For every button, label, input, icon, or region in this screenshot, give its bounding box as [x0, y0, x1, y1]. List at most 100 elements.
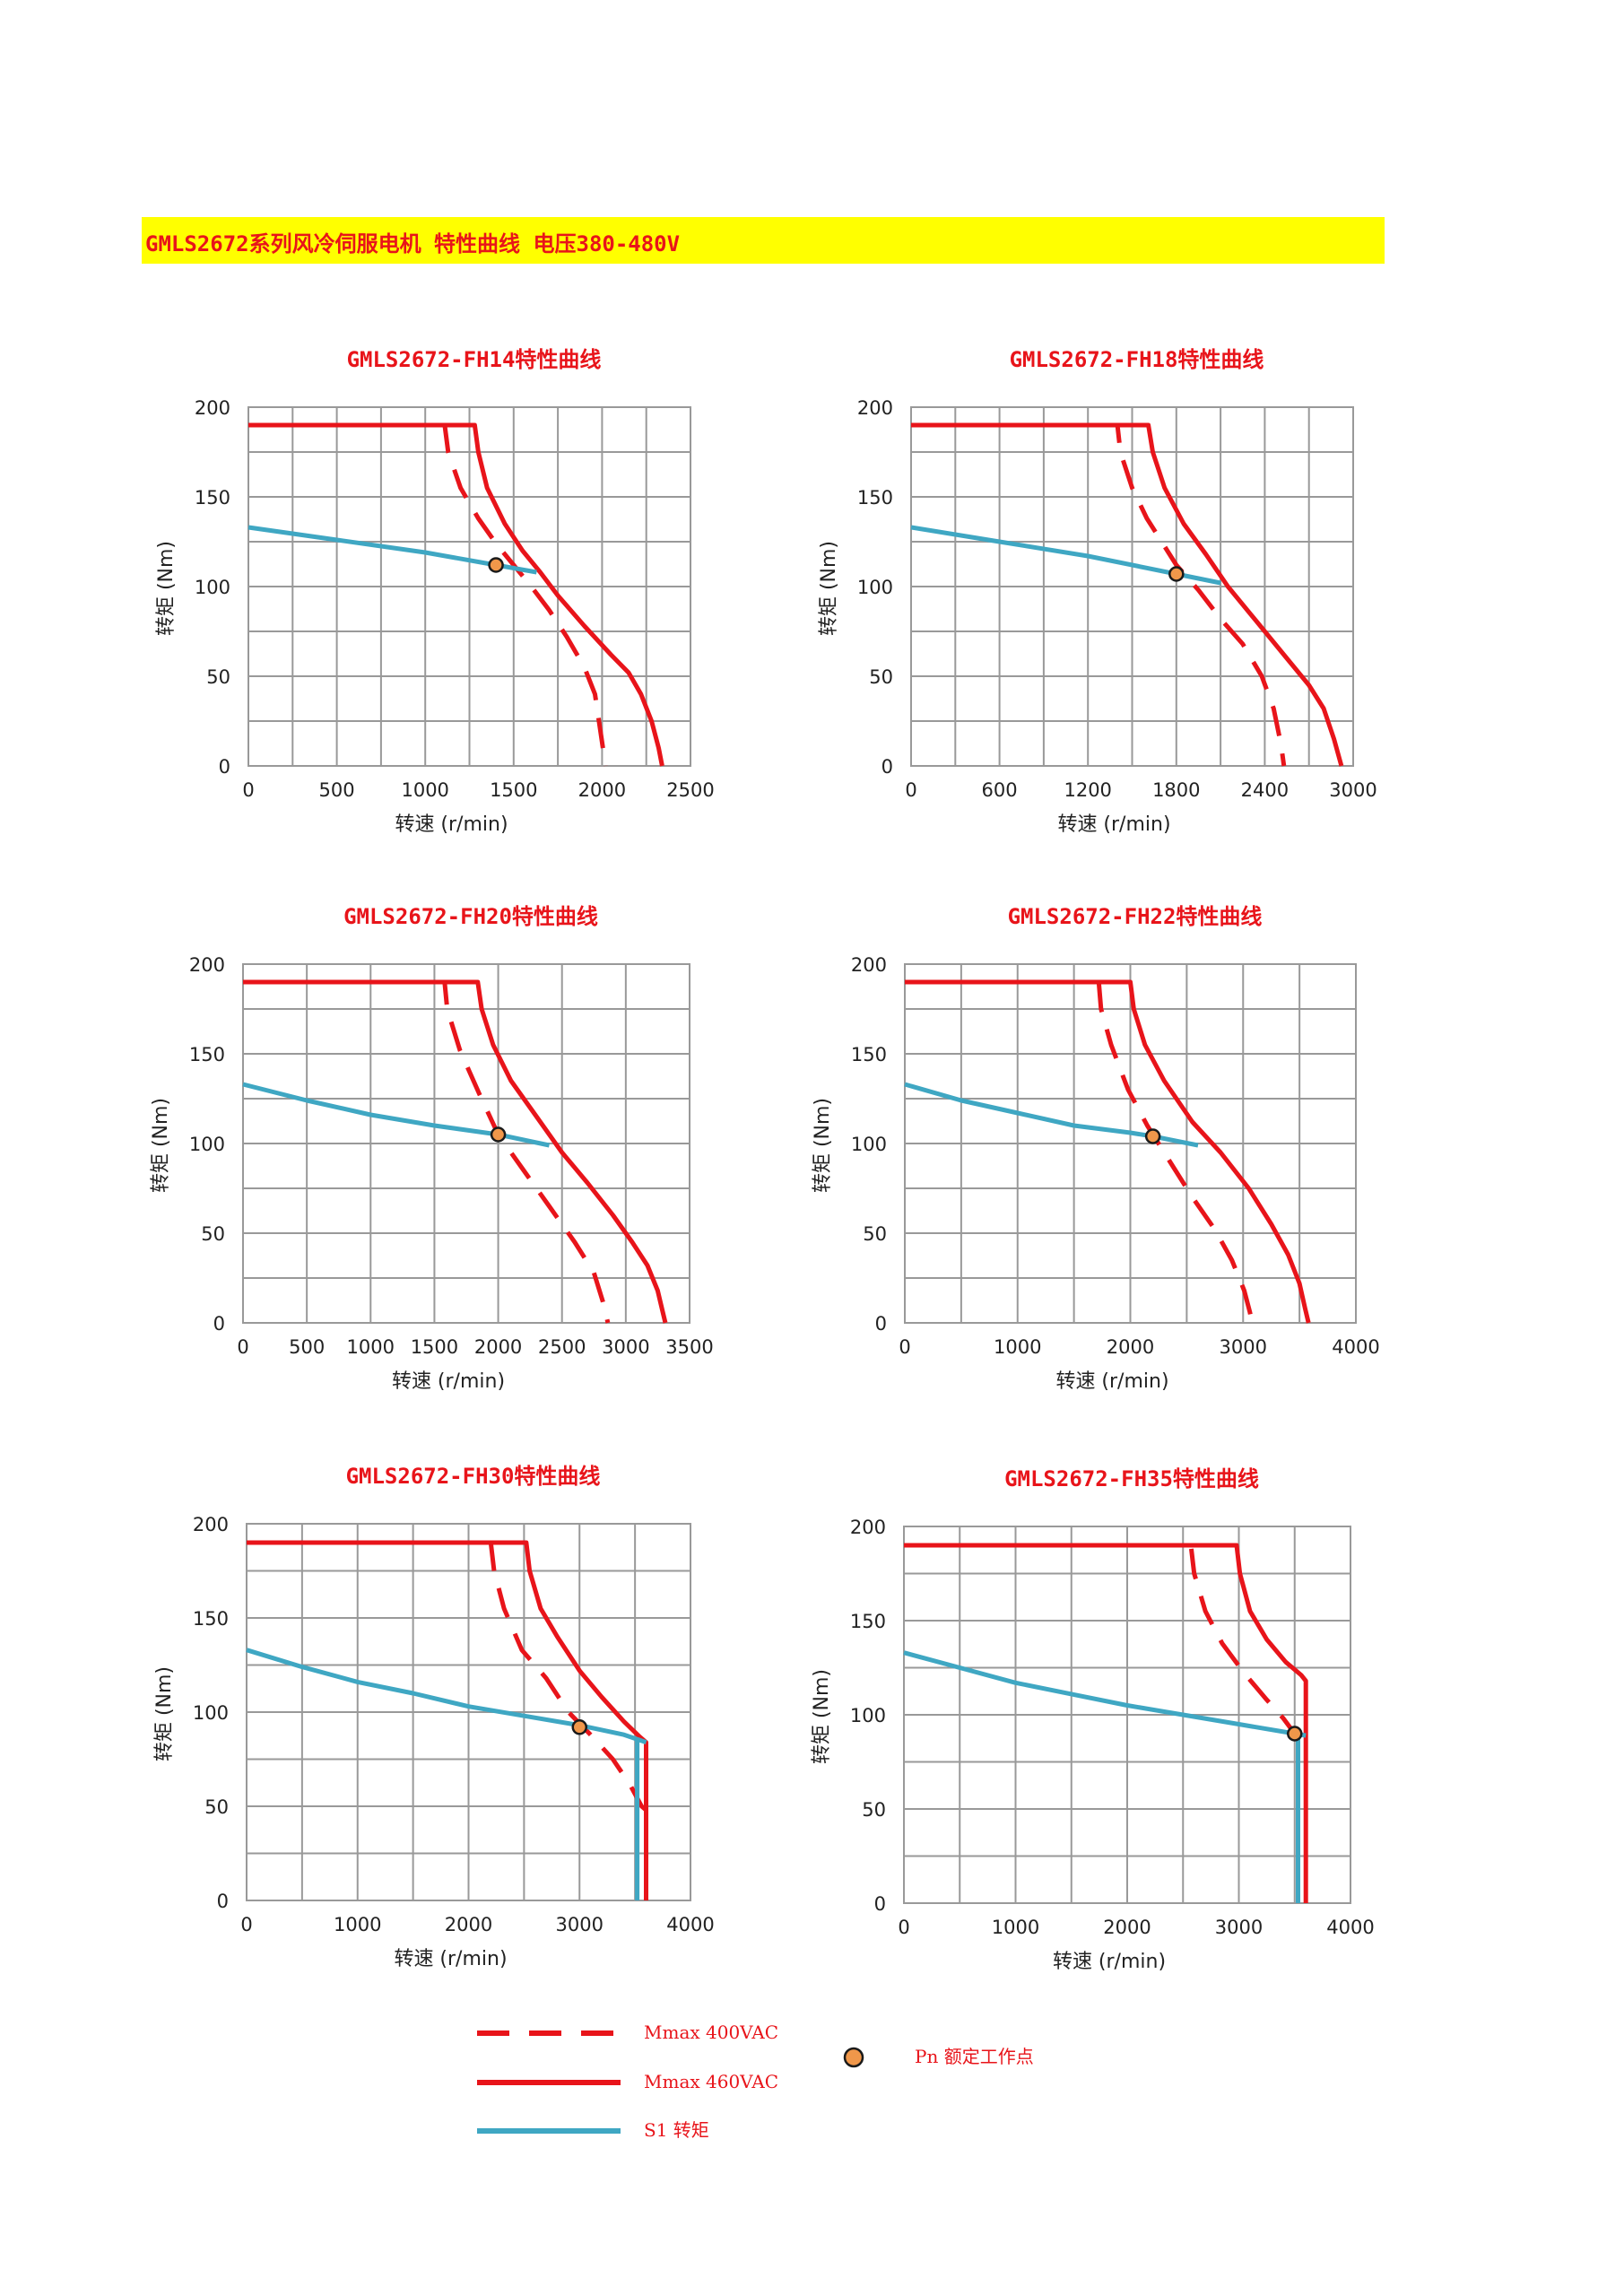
series-mmax-460vac: [248, 422, 664, 767]
rated-point-marker: [488, 557, 504, 573]
series-mmax-460vac: [905, 979, 1311, 1324]
y-tick-label: 150: [189, 1044, 225, 1065]
y-tick-label: 100: [850, 1705, 886, 1726]
x-tick-label: 1000: [992, 1917, 1039, 1938]
x-tick-label: 0: [237, 1336, 248, 1358]
series-s1-torque: [903, 1650, 1307, 1738]
series-mmax-400vac: [248, 422, 608, 767]
legend-pn-marker: [843, 2047, 864, 2068]
chart-title: GMLS2672-FH20特性曲线: [343, 904, 598, 929]
rated-point-marker: [1287, 1726, 1303, 1742]
y-axis-label: 转矩 (Nm): [818, 541, 840, 636]
x-tick-label: 3000: [602, 1336, 649, 1358]
series-s1-torque: [242, 1082, 551, 1148]
chart-1: GMLS2672-FH14特性曲线 0 500 1000 1500 2000 2500 0 50…: [155, 347, 715, 836]
series-mmax-460vac: [911, 422, 1344, 767]
x-tick-label: 2000: [1107, 1336, 1154, 1358]
y-tick-label: 100: [193, 1702, 229, 1724]
x-tick-label: 2000: [1103, 1917, 1151, 1938]
chart-title: GMLS2672-FH22特性曲线: [1008, 904, 1263, 929]
series-mmax-400vac: [911, 422, 1287, 767]
y-tick-label: 200: [851, 954, 887, 976]
y-tick-label: 50: [201, 1223, 225, 1245]
x-tick-label: 2500: [666, 779, 714, 801]
chart-title: GMLS2672-FH18特性曲线: [1010, 347, 1264, 372]
x-tick-label: 0: [905, 779, 916, 801]
x-tick-label: 0: [898, 1917, 909, 1938]
legend-mmax-460-label: Mmax 460VAC: [644, 2071, 778, 2092]
plot-frame: [248, 406, 691, 767]
y-tick-label: 0: [874, 1893, 886, 1915]
x-tick-label: 0: [242, 779, 254, 801]
legend: Mmax 400VAC Mmax 460VAC S1 转矩 Pn 额定工作点: [477, 2022, 1034, 2141]
x-tick-label: 1800: [1152, 779, 1200, 801]
x-tick-label: 1500: [490, 779, 537, 801]
y-tick-label: 200: [193, 1514, 229, 1535]
x-tick-label: 0: [899, 1336, 910, 1358]
x-tick-label: 3000: [1329, 779, 1376, 801]
x-tick-label: 2500: [538, 1336, 586, 1358]
x-tick-label: 2400: [1241, 779, 1289, 801]
y-tick-label: 50: [869, 666, 893, 688]
y-axis-label: 转矩 (Nm): [153, 1666, 176, 1761]
legend-mmax-400-label: Mmax 400VAC: [644, 2022, 778, 2043]
y-tick-label: 150: [851, 1044, 887, 1065]
y-tick-label: 50: [862, 1799, 886, 1821]
chart-2: GMLS2672-FH18特性曲线 0 600 1200 1800 2400 3000 0 50…: [818, 347, 1377, 836]
y-tick-label: 0: [875, 1313, 887, 1335]
x-tick-label: 1000: [347, 1336, 395, 1358]
page-title: GMLS2672系列风冷伺服电机 特性曲线 电压380-480V: [145, 231, 681, 257]
y-tick-label: 150: [857, 487, 893, 509]
y-tick-label: 50: [863, 1223, 887, 1245]
x-tick-label: 1000: [994, 1336, 1041, 1358]
x-tick-label: 0: [240, 1914, 252, 1935]
plot-frame: [903, 1526, 1351, 1904]
x-tick-label: 600: [982, 779, 1018, 801]
series-mmax-400vac: [905, 979, 1255, 1324]
rated-point-marker: [571, 1719, 587, 1735]
chart-title: GMLS2672-FH14特性曲线: [347, 347, 602, 372]
y-tick-label: 100: [189, 1134, 225, 1155]
chart-title: GMLS2672-FH35特性曲线: [1004, 1466, 1259, 1491]
x-tick-label: 4000: [666, 1914, 714, 1935]
series-s1-torque: [910, 525, 1221, 586]
y-tick-label: 50: [204, 1796, 229, 1818]
y-tick-label: 0: [219, 756, 230, 778]
x-tick-label: 3000: [1215, 1917, 1263, 1938]
y-tick-label: 0: [213, 1313, 225, 1335]
series-mmax-400vac: [904, 1543, 1297, 1735]
plot-frame: [242, 963, 690, 1324]
header-banner: GMLS2672系列风冷伺服电机 特性曲线 电压380-480V: [142, 217, 1385, 264]
x-tick-label: 2000: [474, 1336, 522, 1358]
rated-point-marker: [1144, 1128, 1161, 1144]
y-tick-label: 200: [189, 954, 225, 976]
y-tick-label: 0: [217, 1891, 229, 1912]
x-axis-label: 转速 (r/min): [392, 1370, 505, 1393]
rated-point-marker: [1168, 566, 1185, 582]
y-axis-label: 转矩 (Nm): [812, 1098, 834, 1193]
x-axis-label: 转速 (r/min): [1053, 1951, 1166, 1973]
x-tick-label: 2000: [445, 1914, 492, 1935]
x-tick-label: 2000: [578, 779, 626, 801]
x-tick-label: 1000: [334, 1914, 381, 1935]
x-tick-label: 3000: [1220, 1336, 1267, 1358]
x-tick-label: 1000: [401, 779, 448, 801]
x-tick-label: 500: [289, 1336, 325, 1358]
y-tick-label: 200: [857, 397, 893, 419]
y-tick-label: 150: [850, 1611, 886, 1632]
plot-frame: [904, 963, 1357, 1324]
y-axis-label: 转矩 (Nm): [155, 541, 178, 636]
series-s1-torque: [246, 1648, 647, 1744]
y-tick-label: 50: [206, 666, 230, 688]
y-tick-label: 0: [881, 756, 893, 778]
x-tick-label: 3000: [556, 1914, 604, 1935]
x-tick-label: 500: [319, 779, 355, 801]
plot-frame: [246, 1523, 691, 1901]
rated-point-marker: [490, 1126, 507, 1143]
y-tick-label: 150: [195, 487, 230, 509]
x-tick-label: 4000: [1332, 1336, 1379, 1358]
chart-5: GMLS2672-FH30特性曲线 0 1000 2000 3000 4000 0 50 100…: [153, 1464, 715, 1970]
y-tick-label: 200: [195, 397, 230, 419]
